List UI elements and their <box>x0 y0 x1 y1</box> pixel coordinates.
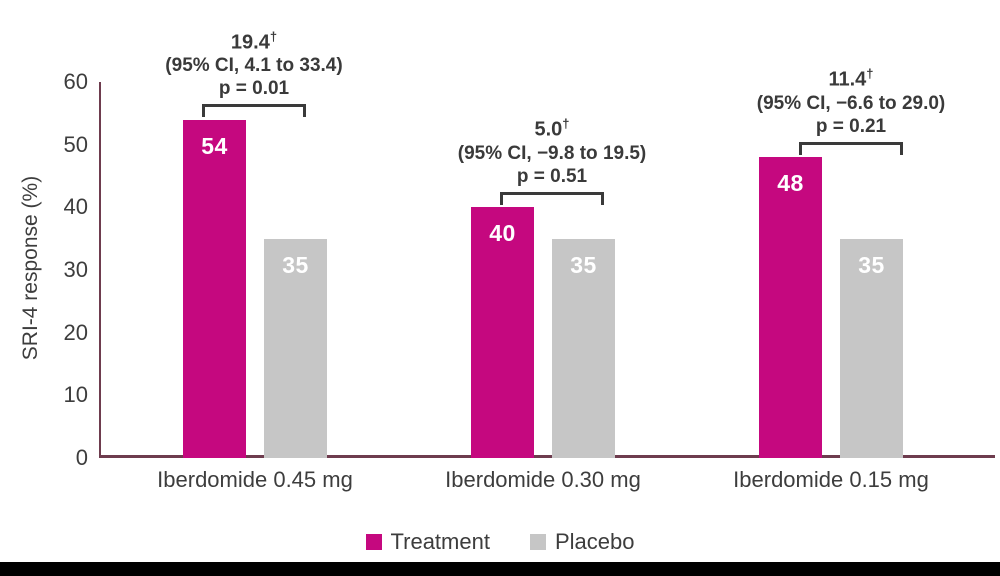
comparison-annotation: 5.0† (95% CI, −9.8 to 19.5) p = 0.51 <box>402 112 702 205</box>
bar-value-label: 35 <box>282 251 309 278</box>
x-axis-label: Iberdomide 0.15 mg <box>733 467 929 492</box>
y-tick-label: 20 <box>63 319 88 345</box>
comparison-annotation: 11.4† (95% CI, −6.6 to 29.0) p = 0.21 <box>701 62 1000 155</box>
ci-label: (95% CI, −6.6 to 29.0) <box>756 92 946 114</box>
dagger-superscript: † <box>269 28 278 44</box>
footer-bar <box>0 562 1000 576</box>
placebo-bar <box>552 238 615 458</box>
comparison-bracket <box>500 191 604 205</box>
y-tick-label: 30 <box>63 257 88 282</box>
treatment-bar <box>759 157 822 458</box>
difference-label: 19.4† <box>230 28 278 54</box>
treatment-bar <box>471 207 534 458</box>
difference-label: 5.0† <box>534 116 570 141</box>
comparison-bracket <box>799 141 903 155</box>
bar-value-label: 48 <box>777 170 804 197</box>
placebo-bar <box>264 238 327 458</box>
bar-value-label: 35 <box>858 251 885 278</box>
p-value-label: p = 0.51 <box>516 165 588 187</box>
ci-label: (95% CI, 4.1 to 33.4) <box>165 55 343 77</box>
ci-label: (95% CI, −9.8 to 19.5) <box>457 142 647 164</box>
x-axis-label: Iberdomide 0.30 mg <box>445 467 641 492</box>
p-value-label: p = 0.21 <box>815 115 887 137</box>
y-tick-label: 10 <box>63 382 88 408</box>
comparison-annotation: 19.4† (95% CI, 4.1 to 33.4) p = 0.01 <box>104 25 404 118</box>
placebo-swatch-icon <box>529 534 546 550</box>
y-tick-label: 0 <box>75 445 88 470</box>
bar-value-label: 40 <box>489 220 516 247</box>
y-axis-line <box>99 82 101 458</box>
legend-item-placebo: Placebo <box>529 529 635 555</box>
difference-label: 11.4† <box>828 66 874 91</box>
treatment-swatch-icon <box>365 534 382 550</box>
placebo-bar <box>840 238 903 458</box>
bar-value-label: 35 <box>570 251 597 278</box>
comparison-bracket <box>202 104 306 118</box>
bar-value-label: 54 <box>201 132 228 159</box>
dagger-superscript: † <box>866 66 874 82</box>
legend-label-placebo: Placebo <box>554 529 635 554</box>
p-value-label: p = 0.01 <box>218 78 290 100</box>
y-tick-label: 50 <box>63 131 88 157</box>
x-axis-label: Iberdomide 0.45 mg <box>157 467 353 492</box>
dagger-superscript: † <box>562 116 570 132</box>
legend-label-treatment: Treatment <box>390 529 490 554</box>
x-axis-line <box>99 455 995 458</box>
legend: Treatment Placebo <box>0 529 1000 555</box>
y-tick-label: 60 <box>63 69 88 94</box>
legend-item-treatment: Treatment <box>365 529 490 555</box>
y-tick-label: 40 <box>63 194 88 220</box>
treatment-bar <box>183 119 246 458</box>
